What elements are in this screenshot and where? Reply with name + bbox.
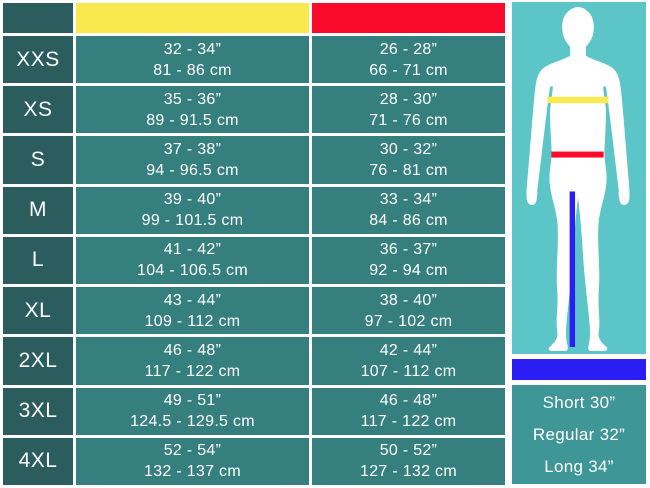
chest-cm: 89 - 91.5 cm	[146, 111, 239, 129]
inseam-header-swatch	[512, 359, 646, 380]
row-m-chest-cell: 39 - 40” 99 - 101.5 cm	[76, 186, 309, 234]
row-3xl-chest-cell: 49 - 51” 124.5 - 129.5 cm	[76, 387, 309, 435]
chest-cm: 99 - 101.5 cm	[141, 212, 244, 230]
row-m-waist-cell: 33 - 34” 84 - 86 cm	[312, 186, 505, 234]
chest-cm: 124.5 - 129.5 cm	[130, 413, 255, 431]
body-diagram	[526, 6, 630, 352]
body-silhouette	[526, 7, 630, 352]
row-3xl-size-label: 3XL	[3, 387, 73, 435]
size-table: XXS 32 - 34” 81 - 86 cm 26 - 28” 66 - 71…	[3, 3, 505, 485]
waist-inches: 30 - 32”	[379, 141, 438, 159]
waist-inches: 38 - 40”	[379, 291, 438, 309]
waist-inches: 28 - 30”	[379, 90, 438, 108]
body-diagram-panel	[512, 2, 646, 354]
row-xl-waist-cell: 38 - 40” 97 - 102 cm	[312, 287, 505, 335]
row-s-size-label: S	[3, 136, 73, 184]
row-s-waist-cell: 30 - 32” 76 - 81 cm	[312, 136, 505, 184]
waist-cm: 117 - 122 cm	[360, 413, 457, 431]
row-xxs-waist-cell: 26 - 28” 66 - 71 cm	[312, 36, 505, 84]
chest-inches: 37 - 38”	[163, 141, 222, 159]
row-xl-chest-cell: 43 - 44” 109 - 112 cm	[76, 287, 309, 335]
waist-cm: 127 - 132 cm	[360, 463, 457, 481]
waist-cm: 71 - 76 cm	[369, 111, 448, 129]
chest-cm: 94 - 96.5 cm	[146, 162, 239, 180]
waist-cm: 66 - 71 cm	[369, 61, 448, 79]
waist-cm: 97 - 102 cm	[364, 312, 453, 330]
waist-inches: 33 - 34”	[379, 191, 438, 209]
waist-inches: 36 - 37”	[379, 241, 438, 259]
row-l-size-label: L	[3, 236, 73, 285]
row-l-chest-cell: 41 - 42” 104 - 106.5 cm	[76, 236, 309, 285]
row-xs-waist-cell: 28 - 30” 71 - 76 cm	[312, 86, 505, 134]
chest-cm: 109 - 112 cm	[144, 312, 241, 330]
chest-measure-line	[547, 96, 609, 104]
chest-inches: 41 - 42”	[163, 241, 222, 259]
row-4xl-chest-cell: 52 - 54” 132 - 137 cm	[76, 437, 309, 485]
row-2xl-chest-cell: 46 - 48” 117 - 122 cm	[76, 337, 309, 385]
waist-inches: 42 - 44”	[379, 341, 438, 359]
chest-header-swatch	[76, 3, 309, 33]
waist-inches: 26 - 28”	[379, 40, 438, 58]
row-xl-size-label: XL	[3, 287, 73, 335]
row-2xl-size-label: 2XL	[3, 337, 73, 385]
row-s-chest-cell: 37 - 38” 94 - 96.5 cm	[76, 136, 309, 184]
row-xs-chest-cell: 35 - 36” 89 - 91.5 cm	[76, 86, 309, 134]
inseam-option-regular: Regular 32”	[532, 424, 626, 444]
chest-inches: 39 - 40”	[163, 191, 222, 209]
inseam-option-long: Long 34”	[544, 456, 614, 476]
row-l-waist-cell: 36 - 37” 92 - 94 cm	[312, 236, 505, 285]
row-xs-size-label: XS	[3, 86, 73, 134]
row-2xl-waist-cell: 42 - 44” 107 - 112 cm	[312, 337, 505, 385]
chest-cm: 81 - 86 cm	[153, 61, 232, 79]
waist-cm: 76 - 81 cm	[369, 162, 448, 180]
chest-inches: 35 - 36”	[163, 90, 222, 108]
row-4xl-size-label: 4XL	[3, 437, 73, 485]
chest-inches: 49 - 51”	[163, 392, 222, 410]
waist-cm: 92 - 94 cm	[369, 262, 448, 280]
chest-cm: 132 - 137 cm	[144, 463, 241, 481]
waist-measure-line	[551, 151, 604, 158]
row-xxs-chest-cell: 32 - 34” 81 - 86 cm	[76, 36, 309, 84]
waist-inches: 50 - 52”	[379, 442, 438, 460]
inseam-option-short: Short 30”	[542, 392, 616, 412]
waist-inches: 46 - 48”	[379, 392, 438, 410]
inseam-measure-line	[569, 191, 576, 348]
chest-cm: 117 - 122 cm	[144, 362, 241, 380]
row-3xl-waist-cell: 46 - 48” 117 - 122 cm	[312, 387, 505, 435]
row-4xl-waist-cell: 50 - 52” 127 - 132 cm	[312, 437, 505, 485]
row-m-size-label: M	[3, 186, 73, 234]
row-xxs-size-label: XXS	[3, 36, 73, 84]
waist-cm: 84 - 86 cm	[369, 212, 448, 230]
inseam-lengths-box: Short 30” Regular 32” Long 34”	[512, 385, 646, 484]
chest-inches: 52 - 54”	[163, 442, 222, 460]
waist-cm: 107 - 112 cm	[360, 362, 457, 380]
chest-cm: 104 - 106.5 cm	[137, 262, 248, 280]
chest-inches: 43 - 44”	[163, 291, 222, 309]
chest-inches: 32 - 34”	[163, 40, 222, 58]
size-header-cell	[3, 3, 73, 33]
chest-inches: 46 - 48”	[163, 341, 222, 359]
waist-header-swatch	[312, 3, 505, 33]
